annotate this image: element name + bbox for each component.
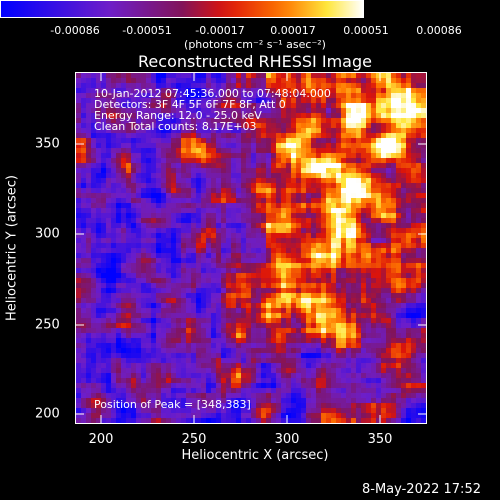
colorbar [0, 0, 364, 18]
peak-position-label: Position of Peak = [348,383] [94, 398, 251, 411]
x-tick-label: 200 [88, 432, 114, 447]
colorbar-tick: 0.00086 [416, 24, 462, 37]
colorbar-tick: -0.00051 [122, 24, 172, 37]
info-detectors: Detectors: 3F 4F 5F 6F 7F 8F, Att 0 [94, 98, 286, 111]
x-tick-label: 350 [367, 432, 393, 447]
y-tick-label: 350 [35, 136, 60, 152]
plot-frame [75, 72, 427, 424]
y-tick-label: 300 [35, 226, 60, 242]
colorbar-tick: 0.00051 [343, 24, 389, 37]
colorbar-tick: -0.00017 [195, 24, 245, 37]
plot-datestamp: 8-May-2022 17:52 [362, 482, 481, 497]
x-tick-label: 300 [274, 432, 300, 447]
x-axis-label: Heliocentric X (arcsec) [181, 448, 329, 463]
rhessi-image-map [76, 73, 426, 423]
image-title: Reconstructed RHESSI Image [138, 52, 372, 71]
info-time-range: 10-Jan-2012 07:45:36.000 to 07:48:04.000 [94, 87, 331, 100]
y-tick-label: 200 [35, 406, 60, 422]
colorbar-tick: 0.00017 [270, 24, 316, 37]
y-axis-label: Heliocentric Y (arcsec) [4, 175, 20, 321]
info-total-counts: Clean Total counts: 8.17E+03 [94, 120, 257, 133]
info-energy-range: Energy Range: 12.0 - 25.0 keV [94, 109, 262, 122]
y-tick-label: 250 [35, 317, 60, 333]
colorbar-tick: -0.00086 [50, 24, 100, 37]
x-tick-label: 250 [181, 432, 207, 447]
colorbar-unit-label: (photons cm⁻² s⁻¹ asec⁻²) [184, 38, 326, 51]
